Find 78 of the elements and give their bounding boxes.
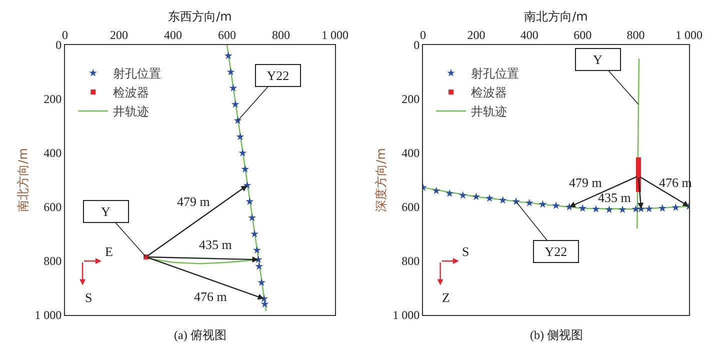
text: (a) 俯视图 [174, 328, 226, 342]
x-tick-label: 200 [110, 28, 128, 42]
x-tick-label: 1 000 [676, 28, 702, 42]
annotation: Y22 [544, 244, 568, 259]
point [250, 230, 259, 238]
point [236, 132, 244, 140]
x-tick-label: 400 [520, 28, 538, 42]
x-tick-label: 800 [272, 28, 290, 42]
y-tick-label: 400 [402, 146, 420, 160]
point [255, 262, 264, 270]
x-axis-title: 南北方向/m [524, 10, 588, 24]
point [246, 197, 254, 205]
y-tick-label: 400 [44, 146, 62, 160]
y-tick-label: 600 [44, 200, 62, 214]
point [632, 204, 640, 213]
point [446, 189, 454, 197]
annotation: E [105, 244, 113, 259]
y-tick-label: 200 [44, 92, 62, 106]
y-tick-label: 1 000 [392, 308, 420, 322]
point [238, 148, 247, 156]
x-tick-label: 1 000 [322, 28, 348, 42]
y-tick-label: 200 [402, 92, 420, 106]
point [472, 192, 480, 200]
point [552, 201, 560, 210]
annotation: Y [593, 52, 603, 67]
y-tick-label: 800 [402, 254, 420, 268]
point [645, 204, 654, 212]
legend-label: 检波器 [113, 86, 150, 100]
y-axis-title: 南北方向/m [16, 148, 30, 212]
annotation: Z [442, 290, 450, 305]
legend-label: 射孔位置 [470, 66, 519, 81]
legend-label: 射孔位置 [113, 66, 162, 81]
annotation: 476 m [194, 289, 227, 304]
annotation: 479 m [177, 194, 210, 209]
point [578, 204, 587, 212]
point [224, 52, 232, 60]
y-tick-label: 800 [44, 254, 62, 268]
point [258, 278, 266, 286]
point [592, 204, 600, 213]
point [432, 186, 440, 194]
annotation: 479 m [569, 175, 602, 190]
point [252, 246, 261, 254]
annotation: S [85, 290, 92, 305]
point [260, 300, 269, 308]
y-tick-label: 1 000 [34, 308, 62, 322]
point [229, 84, 238, 92]
point [498, 196, 507, 204]
annotation: 435 m [598, 190, 631, 205]
y-axis-title: 深度方向/m [374, 148, 388, 212]
x-tick-label: 600 [574, 28, 592, 42]
legend-label: 检波器 [470, 86, 507, 100]
point [248, 214, 256, 222]
y-tick-label: 0 [56, 38, 62, 52]
text: (b) 侧视图 [530, 328, 583, 342]
point [486, 194, 494, 202]
legend-label: 井轨迹 [470, 104, 507, 119]
point [226, 68, 235, 76]
annotation: Y22 [266, 68, 290, 83]
y-tick-label: 0 [414, 38, 420, 52]
annotation: Y [101, 204, 111, 219]
point [458, 191, 467, 199]
x-tick-label: 600 [218, 28, 236, 42]
point [618, 206, 626, 214]
y-tick-label: 600 [402, 200, 420, 214]
x-axis-title: 东西方向/m [168, 10, 232, 24]
point [672, 203, 680, 211]
point [241, 165, 250, 173]
x-tick-label: 400 [164, 28, 182, 42]
point [231, 100, 240, 108]
point [525, 198, 534, 206]
point [538, 200, 547, 208]
x-tick-label: 200 [467, 28, 486, 42]
point [658, 204, 666, 212]
annotation: S [462, 244, 470, 259]
point [605, 206, 614, 214]
legend-label: 井轨迹 [113, 104, 150, 119]
x-tick-label: 800 [626, 28, 645, 42]
annotation: 435 m [199, 237, 232, 252]
